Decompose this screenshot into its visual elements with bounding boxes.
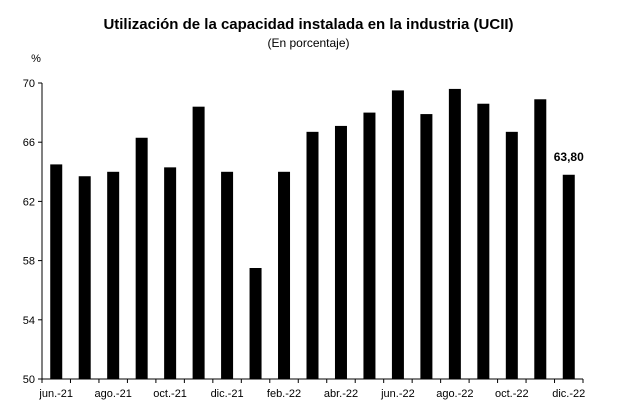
- bar-jun.-22: [391, 90, 404, 380]
- x-tick-label: abr.-22: [324, 388, 358, 400]
- bar-dic.-21: [221, 171, 234, 379]
- bar-jul.-21: [78, 176, 91, 379]
- y-tick-label: 54: [23, 315, 35, 327]
- bar-mar.-22: [306, 131, 319, 379]
- bar-abr.-22: [334, 125, 347, 379]
- y-tick-label: 62: [23, 196, 35, 208]
- y-tick-label: 50: [23, 374, 35, 386]
- chart-title: Utilización de la capacidad instalada en…: [103, 16, 514, 33]
- bar-ago.-22: [448, 88, 461, 380]
- y-tick-label: 70: [23, 78, 35, 90]
- bar-nov.-21: [192, 106, 205, 380]
- x-tick-label: ago.-22: [436, 388, 473, 400]
- bar-ene.-22: [249, 268, 262, 379]
- bar-oct.-22: [505, 131, 518, 379]
- x-tick-label: ago.-21: [95, 388, 132, 400]
- chart-subtitle: (En porcentaje): [267, 36, 350, 50]
- bar-nov.-22: [534, 99, 547, 379]
- bar-oct.-21: [164, 167, 177, 379]
- x-tick-label: oct.-21: [153, 388, 187, 400]
- x-tick-label: jun.-21: [38, 388, 73, 400]
- y-tick-label: 66: [23, 137, 35, 149]
- bar-ago.-21: [107, 171, 120, 379]
- bar-jun.-21: [50, 164, 63, 379]
- bar-sep.-22: [477, 103, 490, 379]
- bar-sep.-21: [135, 137, 148, 379]
- x-tick-label: jun.-22: [380, 388, 415, 400]
- data-label: 63,80: [554, 150, 584, 164]
- y-axis-label: %: [31, 53, 41, 65]
- bar-dic.-22: [562, 174, 575, 379]
- x-tick-label: feb.-22: [267, 388, 301, 400]
- y-tick-label: 58: [23, 256, 35, 268]
- bar-may.-22: [363, 112, 376, 379]
- bar-jul.-22: [420, 114, 433, 379]
- bar-feb.-22: [278, 171, 291, 379]
- x-tick-label: dic.-22: [552, 388, 585, 400]
- x-tick-label: oct.-22: [495, 388, 529, 400]
- x-tick-label: dic.-21: [211, 388, 244, 400]
